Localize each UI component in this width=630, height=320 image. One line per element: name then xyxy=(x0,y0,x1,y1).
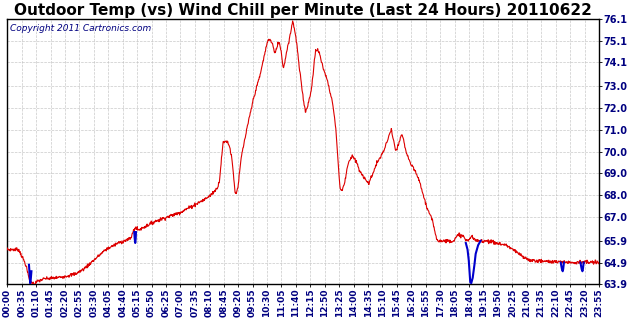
Title: Outdoor Temp (vs) Wind Chill per Minute (Last 24 Hours) 20110622: Outdoor Temp (vs) Wind Chill per Minute … xyxy=(14,3,592,18)
Text: Copyright 2011 Cartronics.com: Copyright 2011 Cartronics.com xyxy=(10,24,151,33)
